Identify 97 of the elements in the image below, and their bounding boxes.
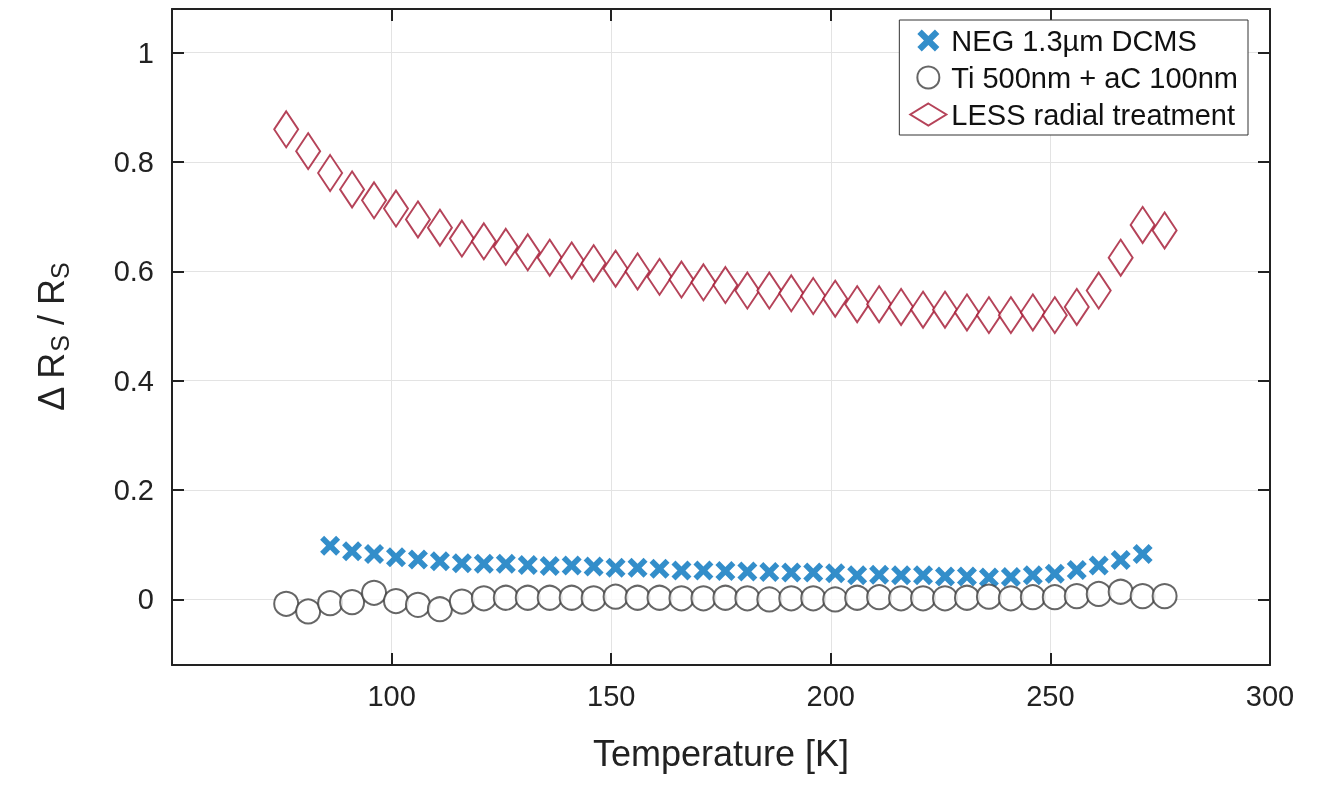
point [1041,584,1068,611]
x-tick-label: 200 [806,679,855,712]
point [583,556,604,577]
point [781,562,802,583]
point [1000,566,1021,587]
x-tick-label: 150 [587,679,636,712]
point [492,584,519,611]
point [956,566,977,587]
point [715,560,736,581]
point [1129,583,1156,610]
point [495,553,516,574]
point [759,562,780,583]
point [913,565,934,586]
point [825,563,846,584]
point [295,598,322,625]
point [822,586,849,613]
point [383,588,409,615]
point [800,277,827,315]
point [627,557,648,578]
point [339,589,366,616]
y-tick-label: 0.2 [113,474,154,507]
point [778,585,805,612]
point [1107,578,1134,605]
point [866,584,893,611]
point [580,585,607,612]
point [1066,559,1087,580]
point [734,585,761,612]
point [364,544,385,565]
point [473,553,494,574]
point [690,585,717,612]
point [1110,550,1131,571]
point [426,596,453,623]
x-axis-title: Temperature [K] [592,732,850,774]
point [470,585,497,612]
point [361,579,388,606]
point [407,549,428,570]
y-tick-label: 0 [137,583,154,616]
point [451,553,472,574]
point [693,560,714,581]
point [953,584,980,611]
point [273,590,300,617]
point [1085,580,1112,607]
point [1044,563,1065,584]
point [1022,565,1043,586]
y-tick-label: 0.6 [113,255,154,288]
point [385,547,406,568]
point [536,584,563,611]
point [448,588,475,615]
point [317,154,344,192]
point [1132,544,1153,565]
point [404,591,431,618]
y-tick-label: 0.8 [113,146,154,179]
point [803,562,824,583]
point [558,584,585,611]
point [320,535,341,556]
point [712,584,739,611]
point [668,585,695,612]
point [602,583,629,610]
point [624,584,651,611]
point [1019,584,1046,611]
point [671,560,692,581]
point [800,585,827,612]
legend-label: NEG 1.3µm DCMS [951,24,1197,57]
point [342,541,363,562]
point [844,584,871,611]
point [891,565,912,586]
point [756,586,783,613]
point [932,585,958,612]
point [1151,583,1178,610]
point [978,567,999,588]
point [910,585,937,612]
point [888,585,915,612]
point [429,551,450,572]
x-tick-label: 250 [1026,679,1075,712]
point [975,583,1002,610]
point [847,565,868,586]
point [539,556,560,577]
legend-label: LESS radial treatment [951,98,1236,131]
legend-label: Ti 500nm + aC 100nm [951,61,1239,94]
y-tick-label: 1 [137,36,154,69]
point [605,557,626,578]
y-axis-title: Δ RS / RS [31,262,74,411]
point [317,590,344,617]
point [1063,583,1090,610]
x-tick-label: 300 [1245,679,1295,712]
point [514,584,541,611]
point [517,554,538,575]
point [1088,555,1109,576]
y-tick-label: 0.4 [113,364,154,397]
point [869,564,890,585]
x-tick-label: 100 [367,679,416,712]
point [997,585,1024,612]
point [561,555,582,576]
point [646,584,673,611]
point [649,558,670,579]
point [934,566,955,587]
point [737,561,758,582]
